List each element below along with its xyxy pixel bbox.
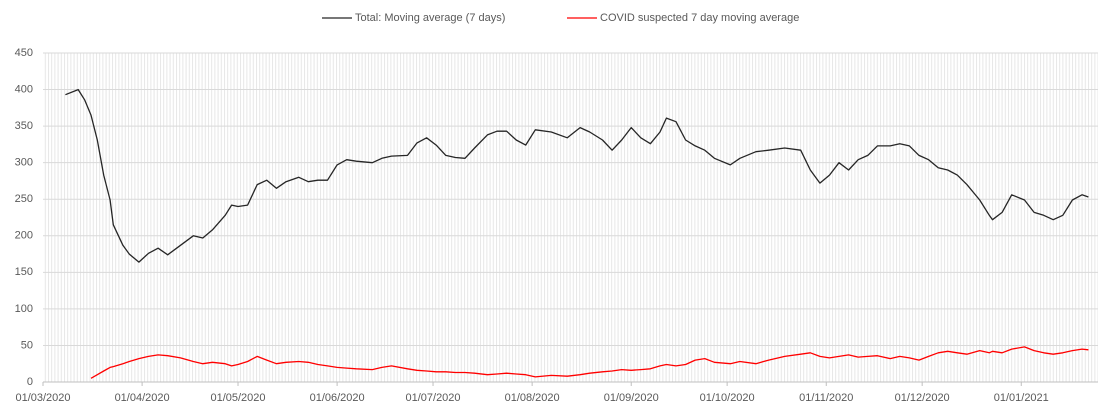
x-tick-label: 01/10/2020 bbox=[700, 392, 755, 404]
y-tick-label: 350 bbox=[15, 120, 33, 132]
y-tick-label: 300 bbox=[15, 157, 33, 169]
minor-grid bbox=[43, 53, 1098, 382]
x-tick-label: 01/12/2020 bbox=[895, 392, 950, 404]
y-tick-label: 0 bbox=[27, 376, 33, 388]
series-line bbox=[90, 346, 1089, 379]
y-tick-label: 450 bbox=[15, 47, 33, 59]
x-tick-label: 01/05/2020 bbox=[210, 392, 265, 404]
x-tick-label: 01/03/2020 bbox=[15, 392, 70, 404]
y-tick-label: 150 bbox=[15, 266, 33, 278]
x-tick-label: 01/01/2021 bbox=[994, 392, 1049, 404]
y-tick-label: 50 bbox=[21, 339, 33, 351]
y-tick-label: 250 bbox=[15, 193, 33, 205]
legend-label: COVID suspected 7 day moving average bbox=[600, 12, 799, 24]
x-tick-label: 01/11/2020 bbox=[799, 392, 853, 404]
x-tick-label: 01/08/2020 bbox=[505, 392, 560, 404]
x-tick-label: 01/06/2020 bbox=[310, 392, 365, 404]
x-tick-label: 01/04/2020 bbox=[115, 392, 170, 404]
series-line bbox=[65, 88, 1089, 263]
legend-label: Total: Moving average (7 days) bbox=[355, 12, 505, 24]
y-tick-label: 400 bbox=[15, 83, 33, 95]
x-tick-label: 01/09/2020 bbox=[604, 392, 659, 404]
y-tick-label: 200 bbox=[15, 230, 33, 242]
y-tick-label: 100 bbox=[15, 303, 33, 315]
x-tick-label: 01/07/2020 bbox=[405, 392, 460, 404]
